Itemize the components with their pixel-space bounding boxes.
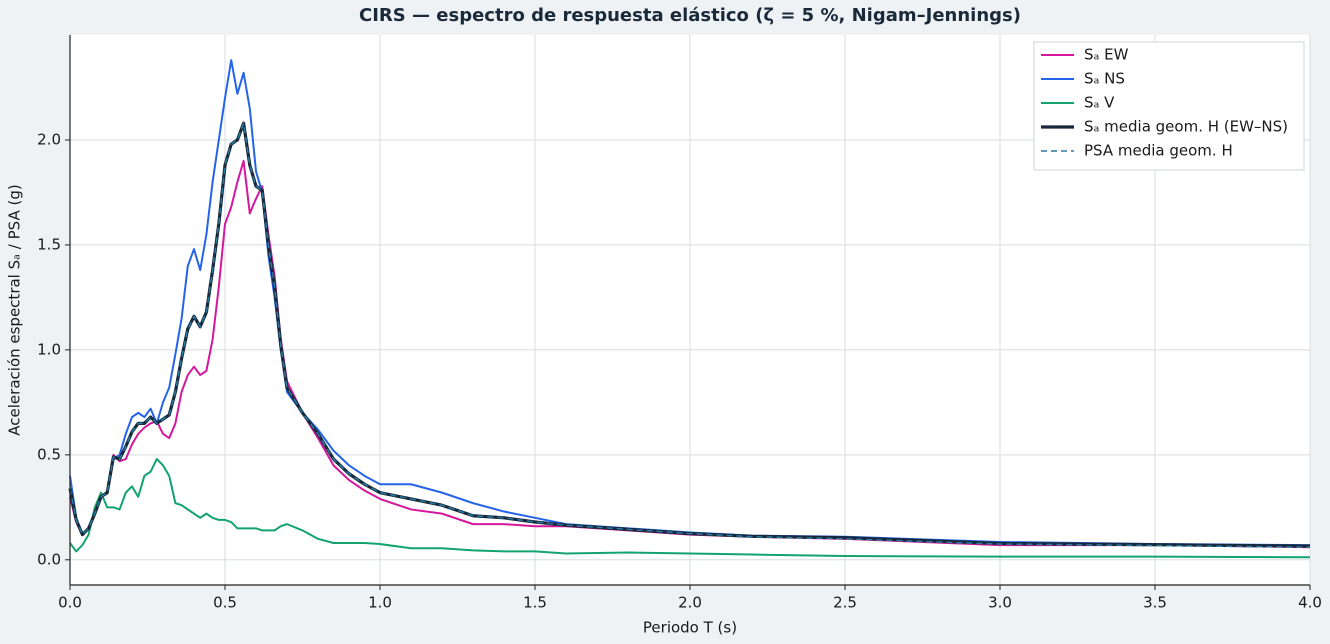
legend: Sₐ EW Sₐ NS Sₐ V Sₐ media geom. H (EW–NS) PS… [1033,41,1305,171]
series-line [69,59,1311,547]
y-tick-label: 0.0 [37,550,61,568]
y-tick-label: 0.5 [37,445,61,463]
legend-label: Sₐ media geom. H (EW–NS) [1084,118,1288,136]
legend-label: Sₐ EW [1084,46,1129,64]
x-tick-label: 1.0 [368,594,392,612]
legend-label: Sₐ V [1084,94,1115,112]
x-tick-label: 3.0 [988,594,1012,612]
x-tick-label: 0.0 [58,594,82,612]
x-tick-label: 0.5 [213,594,237,612]
x-tick-label: 2.5 [833,594,857,612]
y-tick-label: 1.0 [37,340,61,358]
legend-label: Sₐ NS [1084,70,1125,88]
x-tick-label: 1.5 [523,594,547,612]
y-axis-label: Aceleración espectral Sₐ / PSA (g) [6,184,24,435]
x-tick-label: 3.5 [1143,594,1167,612]
legend-box [1033,41,1305,171]
x-tick-label: 4.0 [1298,594,1322,612]
chart-title: CIRS — espectro de respuesta elástico (ζ… [359,5,1021,26]
series-line [69,159,1311,549]
x-tick-label: 2.0 [678,594,702,612]
x-axis-label: Periodo T (s) [643,619,737,637]
y-tick-label: 1.5 [37,235,61,253]
legend-label: PSA media geom. H [1084,142,1233,160]
lines [68,59,1311,559]
series-line [69,122,1311,548]
series-line [69,458,1311,559]
y-tick-label: 2.0 [37,130,61,148]
